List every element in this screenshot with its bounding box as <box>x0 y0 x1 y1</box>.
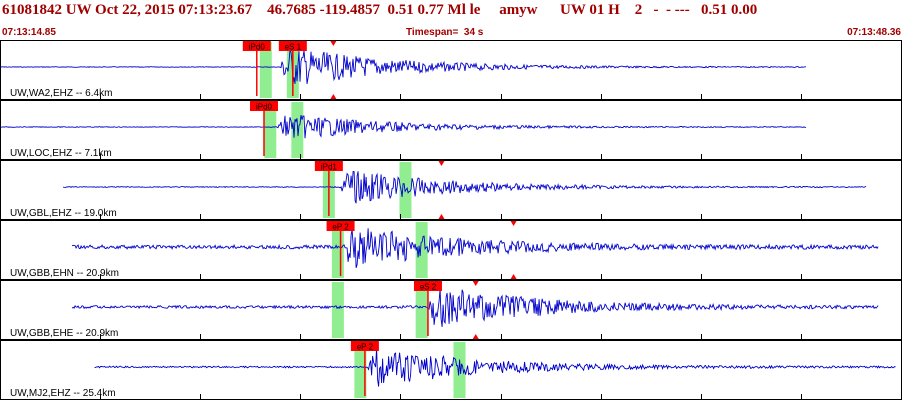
phase-pick-box[interactable] <box>350 341 379 351</box>
phase-window <box>331 282 344 338</box>
marker-bottom-icon <box>438 214 445 219</box>
phase-pick-label: eS 2 <box>420 283 437 292</box>
end-time-label: 07:13:48.36 <box>847 27 901 38</box>
phase-pick-box[interactable] <box>326 221 355 231</box>
start-time-label: 07:13:14.85 <box>2 27 56 38</box>
trace-panel[interactable]: eP 2 UW,MJ2,EHZ -- 25.4km <box>0 340 902 400</box>
waveform-trace <box>63 171 867 204</box>
trace-panel[interactable]: eP 2 UW,GBB,EHN -- 20.9km <box>0 220 902 281</box>
channel-label: UW,LOC,EHZ -- 7.1km <box>10 148 112 159</box>
phase-pick-box[interactable] <box>249 101 278 111</box>
marker-bottom-icon <box>472 334 479 339</box>
phase-pick-box[interactable] <box>314 161 343 171</box>
waveform-trace <box>0 49 806 85</box>
marker-top-icon <box>472 281 479 286</box>
waveform-trace <box>71 288 879 327</box>
panel-border <box>0 220 902 280</box>
trace-panel[interactable]: iPd0 eS 1 UW,WA2,EHZ -- 6.4km <box>0 40 902 101</box>
channel-label: UW,GBB,EHN -- 20.9km <box>10 268 119 279</box>
event-summary-title: 61081842 UW Oct 22, 2015 07:13:23.67 46.… <box>2 2 758 18</box>
phase-pick-label: iPd0 <box>256 103 273 112</box>
phase-window <box>354 342 367 398</box>
phase-pick-label: iPd1 <box>321 163 338 172</box>
marker-top-icon <box>510 221 517 226</box>
marker-top-icon <box>438 161 445 166</box>
phase-pick-label: eS 1 <box>285 43 302 52</box>
phase-pick-label: eP 2 <box>332 223 349 232</box>
trace-panel[interactable]: iPd1 UW,GBL,EHZ -- 19.0km <box>0 160 902 221</box>
panel-border <box>0 280 902 340</box>
phase-window <box>415 222 428 278</box>
panel-border <box>0 40 902 100</box>
phase-window <box>259 42 272 98</box>
channel-label: UW,MJ2,EHZ -- 25.4km <box>10 388 116 399</box>
trace-panel[interactable]: eS 2 UW,GBB,EHE -- 20.9km <box>0 280 902 341</box>
channel-label: UW,GBL,EHZ -- 19.0km <box>10 208 117 219</box>
phase-pick-box[interactable] <box>413 281 442 291</box>
channel-label: UW,GBB,EHE -- 20.9km <box>10 328 118 339</box>
waveform-trace <box>94 347 896 387</box>
panel-border <box>0 100 902 160</box>
phase-pick-label: eP 2 <box>357 343 374 352</box>
waveform-trace <box>0 115 807 139</box>
phase-pick-box[interactable] <box>242 41 271 51</box>
trace-panel[interactable]: iPd0 UW,LOC,EHZ -- 7.1km <box>0 100 902 161</box>
phase-window <box>264 102 277 158</box>
header-bar: 61081842 UW Oct 22, 2015 07:13:23.67 46.… <box>0 0 903 40</box>
timespan-label: Timespan= 34 s <box>406 27 484 38</box>
panel-border <box>0 340 902 400</box>
panel-border <box>0 160 902 220</box>
phase-window <box>415 282 428 338</box>
marker-bottom-icon <box>510 274 517 279</box>
marker-top-icon <box>330 41 337 46</box>
seismogram-panels[interactable]: iPd0 eS 1 UW,WA2,EHZ -- 6.4km iPd0 UW,LOC,EH… <box>0 40 903 400</box>
marker-bottom-icon <box>330 94 337 99</box>
waveform-trace <box>71 228 879 268</box>
channel-label: UW,WA2,EHZ -- 6.4km <box>10 88 112 99</box>
phase-pick-label: iPd0 <box>249 43 266 52</box>
phase-pick-box[interactable] <box>278 41 307 51</box>
phase-window <box>453 342 466 398</box>
